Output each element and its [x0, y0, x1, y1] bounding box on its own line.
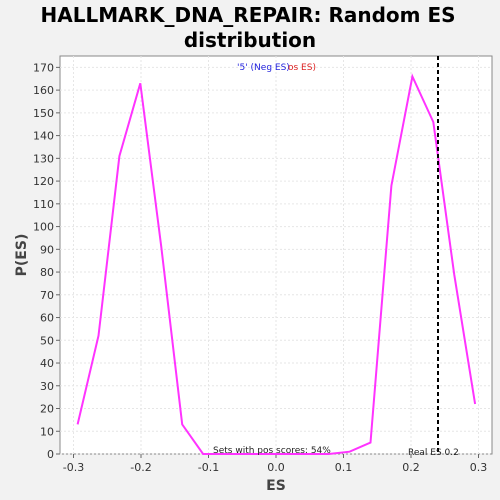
y-tick-label: 0 — [47, 448, 54, 461]
x-tick-label: 0.0 — [267, 461, 285, 474]
y-tick-label: 90 — [40, 243, 54, 256]
y-tick-label: 120 — [33, 175, 54, 188]
x-tick-label: -0.1 — [198, 461, 219, 474]
y-tick-label: 100 — [33, 221, 54, 234]
legend-pos-es: os ES) — [288, 63, 316, 73]
y-tick-label: 50 — [40, 334, 54, 347]
y-tick-label: 60 — [40, 312, 54, 325]
y-tick-label: 80 — [40, 266, 54, 279]
y-tick-label: 10 — [40, 425, 54, 438]
real-es-label: Real ES 0.2 — [408, 448, 459, 458]
y-tick-label: 130 — [33, 152, 54, 165]
y-tick-label: 140 — [33, 130, 54, 143]
y-tick-label: 70 — [40, 289, 54, 302]
y-axis: 0 10 20 30 40 50 60 70 80 90 100 110 120 130 140 150 160… — [33, 61, 60, 461]
series-line — [76, 73, 477, 455]
plot-area — [59, 55, 493, 455]
y-tick-label: 40 — [40, 357, 54, 370]
y-tick-label: 170 — [33, 61, 54, 74]
x-tick-label: -0.2 — [130, 461, 151, 474]
x-tick-label: 0.1 — [335, 461, 353, 474]
chart-title-line1: HALLMARK_DNA_REPAIR: Random ES — [40, 3, 455, 27]
legend-neg-es: '5' (Neg ES) — [237, 63, 290, 73]
grid-lines — [60, 56, 492, 455]
y-tick-label: 30 — [40, 380, 54, 393]
y-tick-label: 110 — [33, 198, 54, 211]
sets-pos-scores-annotation: Sets with pos scores: 54% — [213, 446, 331, 456]
y-tick-label: 150 — [33, 107, 54, 120]
x-axis: -0.3 -0.2 -0.1 0.0 0.1 0.2 0.3 — [63, 454, 487, 474]
y-tick-label: 160 — [33, 84, 54, 97]
x-tick-label: 0.2 — [402, 461, 420, 474]
x-axis-label: ES — [266, 478, 286, 494]
y-axis-label: P(ES) — [14, 234, 30, 277]
x-tick-label: 0.3 — [470, 461, 488, 474]
chart-title-line2: distribution — [184, 28, 316, 52]
x-tick-label: -0.3 — [63, 461, 84, 474]
y-tick-label: 20 — [40, 403, 54, 416]
